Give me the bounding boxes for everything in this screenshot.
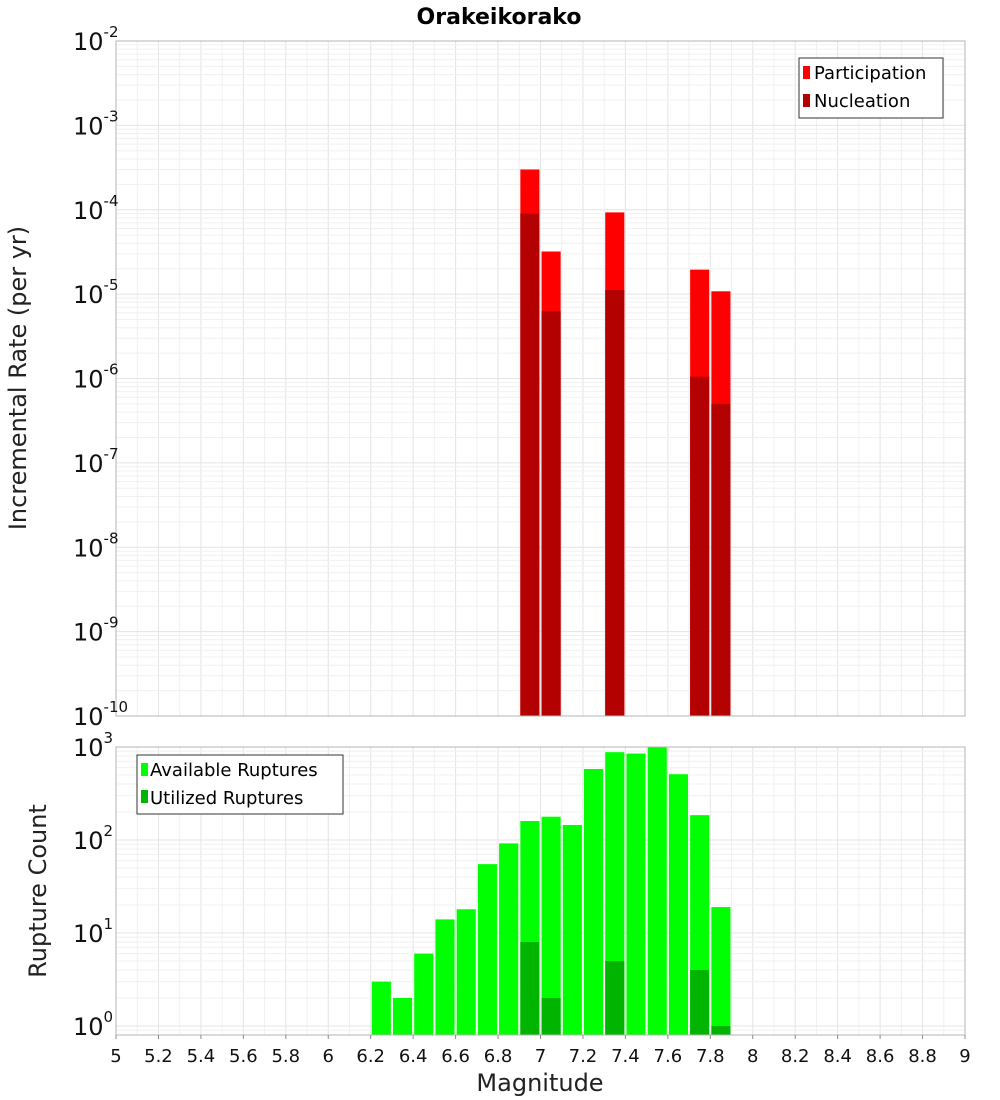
- count-y-axis-label: Rupture Count: [24, 804, 52, 978]
- count-bar-a: [668, 774, 689, 1035]
- count-y-tick-label: 102: [73, 822, 113, 855]
- x-tick-label: 5.2: [144, 1046, 173, 1067]
- x-tick-label: 9: [959, 1046, 970, 1067]
- rate-panel: 10-10 10-9 10-8 10-7 10-6 10-5 10-4 10-3 10-2 In…: [4, 23, 966, 731]
- rate-y-tick-label: 10-9: [73, 614, 119, 647]
- count-bar-a: [435, 919, 455, 1035]
- count-bar-a: [541, 816, 561, 1035]
- x-tick-label: 5.6: [229, 1046, 258, 1067]
- x-tick-label: 6.4: [399, 1046, 428, 1067]
- rate-grid: [115, 40, 966, 717]
- x-tick-label: 8.4: [823, 1046, 852, 1067]
- count-bar-a: [647, 747, 667, 1035]
- rate-y-axis-label: Incremental Rate (per yr): [4, 226, 32, 530]
- rate-bar-b: [541, 311, 561, 716]
- legend-label-utilized: Utilized Ruptures: [150, 788, 303, 809]
- rate-legend: Participation Nucleation: [798, 57, 944, 119]
- count-y-tick-label: 103: [73, 729, 113, 762]
- count-bar-b: [605, 960, 625, 1035]
- chart-title: Orakeikorako: [417, 5, 582, 30]
- rate-y-tick-label: 10-3: [73, 107, 119, 140]
- legend-label-available: Available Ruptures: [150, 760, 318, 781]
- count-panel: 100 101 102 103 5 5.2 5.4 5.6 5.8 6 6.2 6.4 6.6 6.8 7…: [24, 729, 971, 1097]
- rate-y-tick-label: 10-4: [73, 192, 119, 225]
- rate-bar-b: [520, 213, 540, 717]
- x-tick-label: 6.6: [441, 1046, 470, 1067]
- x-tick-label: 5.8: [271, 1046, 300, 1067]
- x-tick-label: 7.8: [696, 1046, 725, 1067]
- rate-y-tick-label: 10-8: [73, 529, 119, 562]
- rate-bar-b: [690, 376, 710, 716]
- count-y-tick-label: 100: [73, 1008, 113, 1041]
- count-bar-a: [371, 981, 391, 1035]
- count-bar-a: [414, 953, 434, 1035]
- count-bar-a: [499, 843, 519, 1035]
- count-bar-b: [690, 969, 710, 1035]
- count-bars: [371, 747, 731, 1035]
- x-tick-label: 5: [110, 1046, 121, 1067]
- count-bar-a: [584, 769, 604, 1035]
- legend-swatch-utilized: [141, 790, 148, 803]
- count-bar-a: [456, 909, 476, 1035]
- count-y-tick-label: 101: [73, 915, 113, 948]
- rate-bars: [520, 169, 731, 717]
- x-tick-label: 8.6: [866, 1046, 895, 1067]
- rate-bar-b: [711, 403, 731, 716]
- rate-y-tick-labels: 10-10 10-9 10-8 10-7 10-6 10-5 10-4 10-3 10-2: [73, 23, 128, 731]
- rate-y-tick-label: 10-7: [73, 445, 119, 478]
- x-tick-label: 6: [323, 1046, 334, 1067]
- x-tick-label: 7: [535, 1046, 546, 1067]
- legend-label-nucleation: Nucleation: [814, 91, 910, 112]
- rate-plot-frame: [115, 40, 966, 717]
- legend-swatch-available: [141, 763, 148, 776]
- x-tick-label: 5.4: [187, 1046, 216, 1067]
- x-tick-label: 7.6: [654, 1046, 683, 1067]
- x-tick-label: 8.2: [781, 1046, 810, 1067]
- magnitude-tick-labels: 5 5.2 5.4 5.6 5.8 6 6.2 6.4 6.6 6.8 7 7.2 7.4 7.6 7.8 8…: [110, 1035, 971, 1067]
- rate-y-tick-label: 10-6: [73, 361, 119, 394]
- legend-swatch-nucleation: [803, 94, 810, 107]
- count-bar-a: [392, 997, 413, 1035]
- rate-legend-box: [798, 57, 944, 119]
- legend-swatch-participation: [803, 66, 810, 79]
- rate-y-tick-label: 10-2: [73, 23, 119, 56]
- count-bar-a: [626, 753, 646, 1035]
- count-legend-box: [136, 754, 344, 815]
- x-tick-label: 6.2: [356, 1046, 385, 1067]
- x-tick-label: 7.2: [569, 1046, 598, 1067]
- rate-bar-b: [605, 289, 625, 716]
- rate-y-tick-label: 10-10: [73, 698, 128, 731]
- count-bar-b: [711, 1025, 731, 1035]
- legend-label-participation: Participation: [814, 63, 926, 84]
- count-bar-a: [711, 907, 731, 1035]
- x-axis-label: Magnitude: [476, 1069, 603, 1097]
- count-y-tick-labels: 100 101 102 103: [73, 729, 113, 1041]
- count-bar-b: [541, 997, 561, 1035]
- rate-y-tick-label: 10-5: [73, 276, 119, 309]
- count-legend: Available Ruptures Utilized Ruptures: [136, 754, 344, 815]
- x-tick-label: 8: [747, 1046, 758, 1067]
- x-tick-label: 6.8: [484, 1046, 513, 1067]
- x-tick-label: 7.4: [611, 1046, 640, 1067]
- count-bar-a: [562, 824, 582, 1035]
- count-bar-a: [477, 864, 497, 1035]
- count-bar-b: [520, 942, 540, 1035]
- x-tick-label: 8.8: [908, 1046, 937, 1067]
